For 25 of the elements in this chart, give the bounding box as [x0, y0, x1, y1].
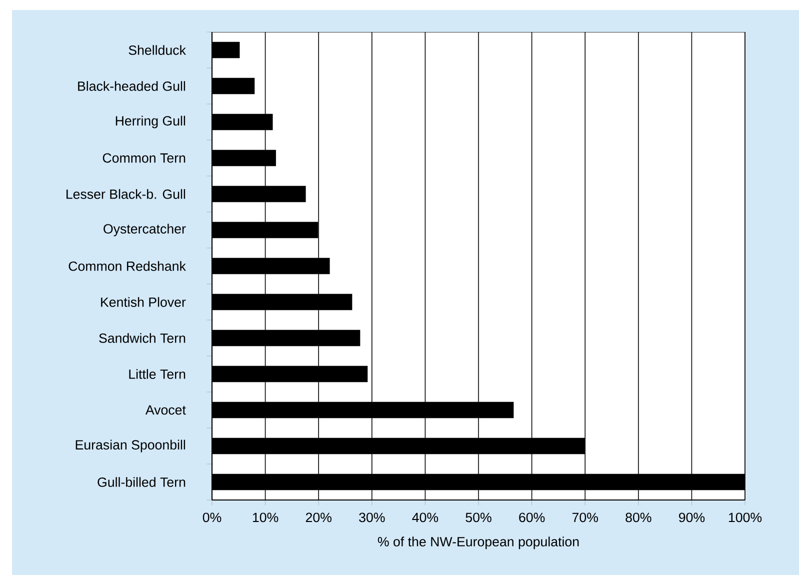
y-tick-label: Kentish Plover: [101, 297, 186, 307]
y-tick-label: Oystercatcher: [104, 224, 186, 236]
y-tick-label: Common Tern: [102, 153, 186, 163]
y-tick-label: Little Tern: [129, 369, 186, 379]
x-tick-label: 20%: [306, 512, 332, 522]
y-tick-label: Shellduck: [128, 45, 186, 55]
y-tick-label: Eurasian Spoonbill: [76, 440, 186, 452]
y-tick-label: Common Redshank: [68, 261, 186, 271]
y-tick-label: Lesser Black-b. Gull: [66, 189, 186, 199]
x-tick-label: 70%: [572, 512, 598, 522]
x-tick-label: 60%: [519, 512, 545, 522]
x-tick-label: 40%: [412, 512, 438, 522]
x-axis-title: % of the NW-European population: [378, 536, 579, 550]
x-tick-label: 100%: [728, 512, 762, 522]
x-tick-label: 30%: [359, 512, 385, 522]
y-tick-label: Avocet: [145, 405, 186, 415]
y-tick-label: Black-headed Gull: [78, 81, 186, 91]
y-tick-label: Gull-billed Tern: [98, 477, 186, 487]
y-tick-label: Sandwich Tern: [99, 333, 186, 343]
x-tick-label: 50%: [466, 512, 492, 522]
y-tick-label: Herring Gull: [116, 116, 186, 128]
x-tick-label: 0%: [202, 512, 222, 522]
x-tick-label: 80%: [626, 512, 652, 522]
x-tick-label: 90%: [678, 512, 705, 522]
x-tick-label: 10%: [252, 512, 278, 522]
